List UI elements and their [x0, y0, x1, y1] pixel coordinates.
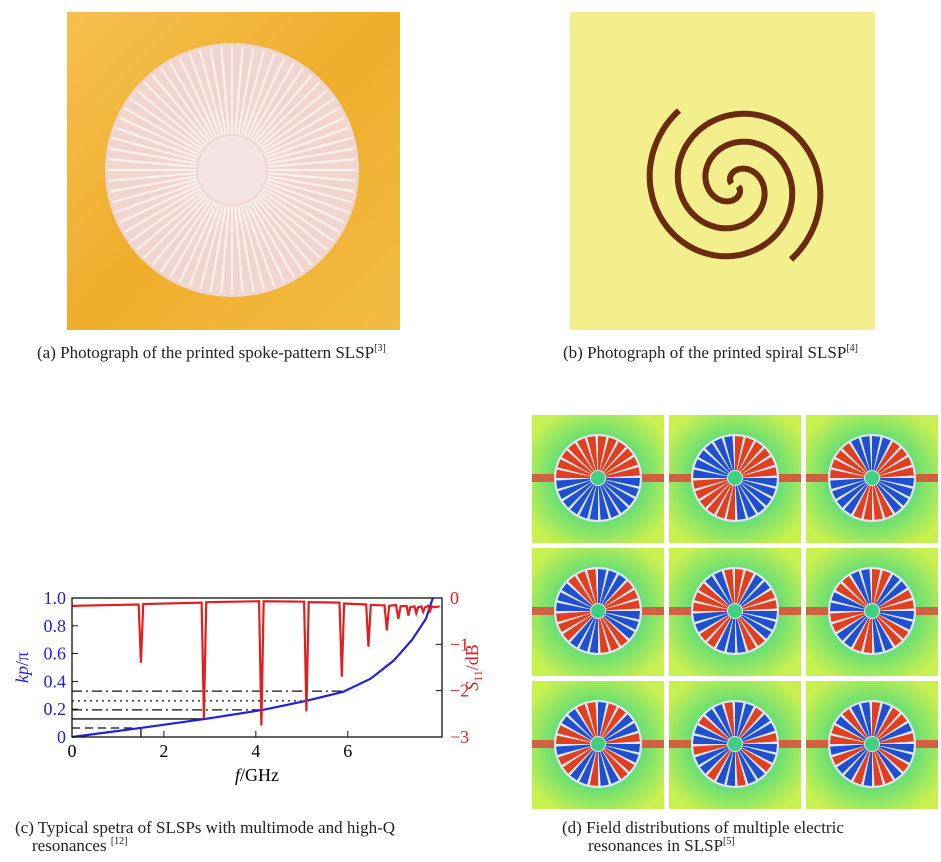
- y2-tick-label: −3: [450, 727, 469, 747]
- y-tick-label: 0.8: [44, 616, 67, 636]
- field-center: [728, 471, 742, 485]
- field-center: [865, 471, 879, 485]
- caption: resonances in SLSP[5]: [588, 836, 735, 855]
- field-center: [591, 604, 605, 618]
- caption: (d) Field distributions of multiple elec…: [562, 818, 844, 837]
- caption: resonances [12]: [32, 836, 128, 855]
- caption-text: resonances in SLSP: [588, 836, 723, 855]
- y-tick-label: 0: [57, 727, 66, 747]
- field-maps: [532, 415, 938, 809]
- caption-text: resonances: [32, 836, 111, 855]
- y2-tick-label: 0: [450, 588, 459, 608]
- field-center: [591, 471, 605, 485]
- center-disk: [198, 136, 266, 204]
- caption-ref: [12]: [111, 836, 128, 847]
- caption-text: (b) Photograph of the printed spiral SLS…: [563, 343, 846, 362]
- page: SLSP figure {"panels": [ {"caption": "(a…: [0, 0, 941, 862]
- y-tick-label: 1.0: [44, 588, 67, 608]
- y-tick-label: 0.2: [44, 699, 67, 719]
- x-tick-label: 4: [251, 741, 260, 761]
- caption-ref: [5]: [723, 836, 735, 847]
- y2-axis-label: S11/dB: [462, 644, 485, 691]
- x-axis-label-rest: /GHz: [240, 765, 279, 785]
- field-center: [865, 737, 879, 751]
- x-tick-label: 0: [68, 741, 77, 761]
- y2-axis-label-italic: S: [462, 682, 482, 691]
- caption: (b) Photograph of the printed spiral SLS…: [563, 343, 858, 362]
- y2-axis-label-sub: 11: [471, 670, 485, 682]
- x-tick-label: 6: [343, 741, 352, 761]
- x-tick-label: 2: [159, 741, 168, 761]
- y-axis-label-italic: kp: [12, 666, 32, 683]
- photo-b: [570, 12, 875, 330]
- y-tick-label: 0.4: [44, 671, 67, 691]
- caption-text: (a) Photograph of the printed spoke-patt…: [37, 343, 374, 362]
- y-tick-label: 0.6: [44, 644, 67, 664]
- figure: 024600.20.40.60.81.0−3−2−10f/GHzkp/πS11/…: [0, 0, 941, 862]
- series-line: [72, 601, 440, 725]
- y2-axis-label-rest: /dB: [462, 644, 482, 670]
- field-center: [591, 737, 605, 751]
- caption-text: (c) Typical spetra of SLSPs with multimo…: [15, 818, 395, 837]
- caption: (c) Typical spetra of SLSPs with multimo…: [15, 818, 395, 837]
- y-axis-label-rest: /π: [12, 652, 32, 666]
- series-line: [72, 598, 433, 737]
- caption-ref: [4]: [846, 343, 858, 354]
- y-axis-label: kp/π: [12, 652, 32, 683]
- caption-ref: [3]: [374, 343, 386, 354]
- caption-text: (d) Field distributions of multiple elec…: [562, 818, 844, 837]
- field-center: [728, 604, 742, 618]
- body: 024600.20.40.60.81.0−3−2−10f/GHzkp/πS11/…: [0, 0, 941, 862]
- field-center: [728, 737, 742, 751]
- field-center: [865, 604, 879, 618]
- x-axis-label: f/GHz: [235, 765, 279, 785]
- caption: (a) Photograph of the printed spoke-patt…: [37, 343, 386, 362]
